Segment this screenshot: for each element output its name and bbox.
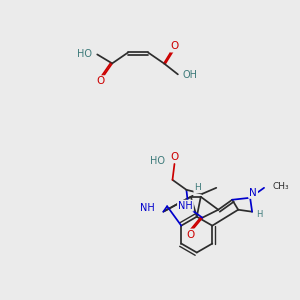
- Text: CH₃: CH₃: [272, 182, 289, 191]
- Text: OH: OH: [183, 70, 198, 80]
- Text: HO: HO: [77, 50, 92, 59]
- Text: O: O: [170, 152, 178, 162]
- Text: NH: NH: [178, 201, 193, 211]
- Text: O: O: [171, 41, 179, 52]
- Text: NH: NH: [140, 203, 155, 213]
- Text: O: O: [186, 230, 194, 240]
- Text: H: H: [256, 210, 262, 219]
- Text: H: H: [194, 183, 201, 192]
- Text: O: O: [96, 76, 104, 86]
- Text: N: N: [249, 188, 257, 198]
- Text: HO: HO: [149, 156, 164, 166]
